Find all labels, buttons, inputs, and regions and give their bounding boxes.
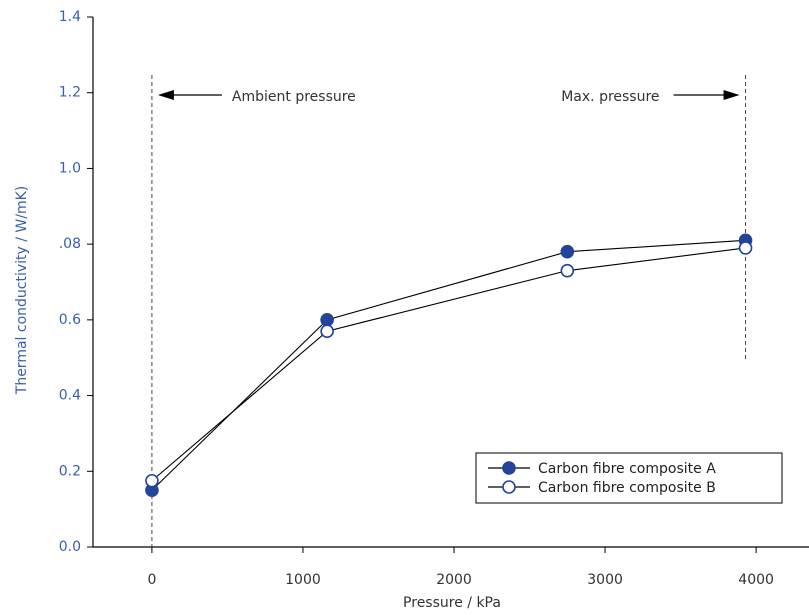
series-line [151,239,746,491]
data-point [738,241,753,255]
y-tick-label: 0.6 [59,312,81,328]
x-tick-label: 2000 [436,572,472,588]
x-tick-label: 4000 [738,572,774,588]
y-tick-label: 0.4 [59,388,81,404]
y-axis-title: Thermal conductivity / W/mK) [14,186,30,395]
annotation: Max. pressure [561,89,659,105]
y-tick-label: 1.4 [59,9,81,25]
y-tick-label: 1.0 [59,160,81,176]
data-point [560,244,575,259]
legend-box [475,452,783,504]
data-point [320,324,334,339]
annotation: Ambient pressure [232,89,356,105]
x-tick-label: 1000 [285,572,321,588]
ambient-arrowhead [157,90,174,100]
legend-label: Carbon fibre composite A [538,461,716,477]
legend-marker [502,480,516,494]
data-point [320,313,334,327]
y-tick-label: .08 [59,236,81,252]
max-arrowhead [723,90,740,100]
data-point [145,473,159,488]
x-tick-label: 0 [147,572,156,588]
y-tick-label: 0.2 [59,463,81,479]
data-point [560,263,575,278]
y-tick-label: 1.2 [59,85,81,101]
series-line [151,247,746,482]
legend-label: Carbon fibre composite B [538,480,716,496]
x-tick-label: 3000 [587,572,623,588]
y-tick-label: 0.0 [59,539,81,555]
legend-marker [502,461,516,475]
x-axis-title: Pressure / kPa [403,595,501,611]
